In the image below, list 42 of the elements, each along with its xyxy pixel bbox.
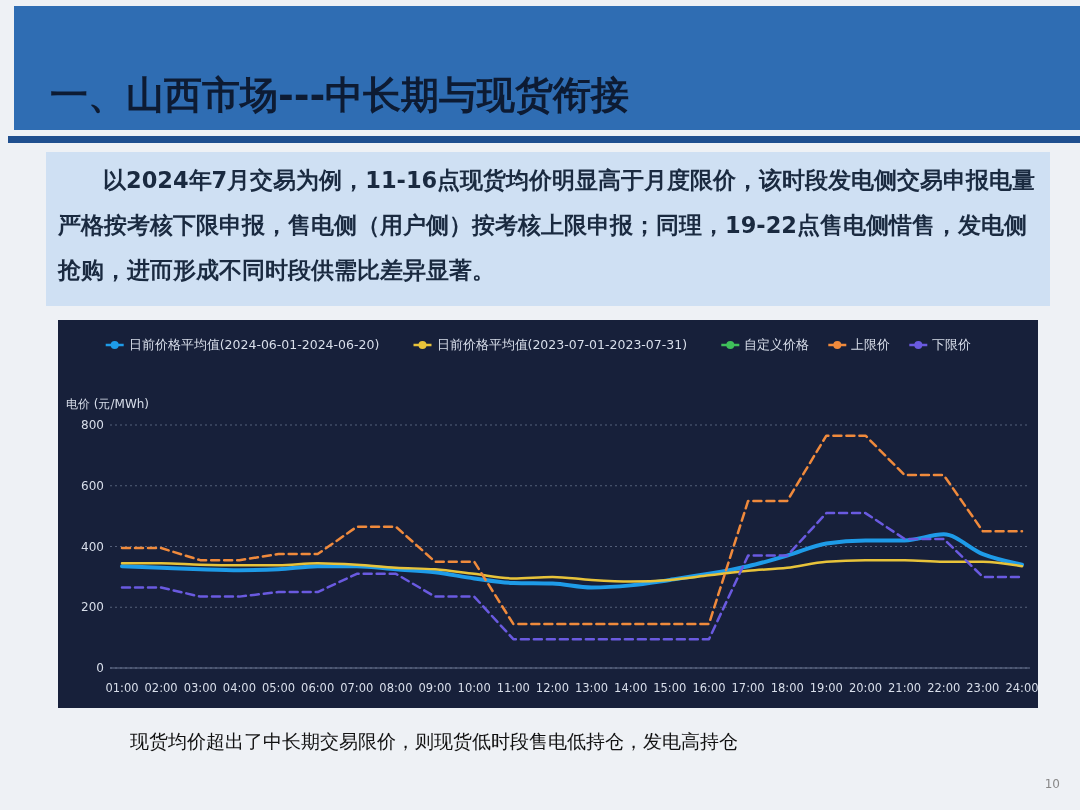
x-tick-label: 19:00 [809, 681, 843, 695]
x-tick-label: 15:00 [653, 681, 687, 695]
x-tick-label: 23:00 [966, 681, 1000, 695]
legend-label: 日前价格平均值(2024-06-01-2024-06-20) [128, 337, 380, 352]
chart-title: 一、山西市场---中长期与现货衔接 [50, 73, 630, 117]
x-tick-label: 24:00 [1005, 681, 1039, 695]
x-tick-label: 10:00 [457, 681, 491, 695]
line-series [120, 558, 1024, 583]
x-tick-label: 17:00 [731, 681, 765, 695]
x-tick-label: 02:00 [144, 681, 178, 695]
x-tick-label: 13:00 [574, 681, 609, 695]
y-tick-label: 200 [81, 600, 104, 615]
y-axis-title: 电价 (元/MWh) [66, 397, 150, 411]
x-tick-label: 21:00 [888, 681, 922, 695]
x-tick-label: 08:00 [379, 681, 413, 695]
legend-label: 下限价 [932, 337, 972, 352]
y-tick-label: 800 [81, 418, 104, 432]
text: 现货均价超出了中长期交易限价，则现货低时段售电低持仓，发电高持仓 [130, 730, 738, 752]
x-tick-label: 18:00 [770, 681, 804, 695]
y-tick-label: 400 [81, 539, 104, 554]
legend-label: 日前价格平均值(2023-07-01-2023-07-31) [436, 337, 688, 352]
x-tick-label: 12:00 [535, 681, 570, 695]
x-tick-label: 05:00 [261, 681, 296, 695]
x-tick-label: 07:00 [340, 681, 374, 695]
x-tick-label: 14:00 [614, 681, 648, 695]
x-tick-label: 11:00 [496, 681, 530, 695]
x-tick-label: 16:00 [692, 681, 726, 695]
y-tick-label: 600 [81, 478, 104, 493]
x-tick-label: 04:00 [222, 681, 256, 695]
legend-label: 上限价 [851, 337, 891, 352]
text: 10 [1044, 777, 1060, 791]
x-tick-label: 09:00 [418, 681, 452, 695]
x-tick-label: 03:00 [183, 681, 217, 695]
line-series [120, 532, 1024, 590]
legend-label: 自定义价格 [744, 337, 810, 352]
x-tick-label: 22:00 [927, 681, 961, 695]
x-tick-label: 20:00 [848, 681, 883, 695]
y-tick-label: 0 [96, 661, 104, 675]
x-tick-label: 01:00 [105, 681, 139, 695]
line-series [120, 434, 1024, 626]
x-tick-label: 06:00 [301, 681, 335, 695]
text: 以2024年7月交易为例，11-16点现货均价明显高于月度限价，该时段发电侧交易申报电量严格按考核下限申报，售电侧（用户侧）按考核上限申报；同理，19-22点售电侧惜售，发电侧抢购，进而形成不同时段供需比差异显著。 [56, 166, 1037, 285]
